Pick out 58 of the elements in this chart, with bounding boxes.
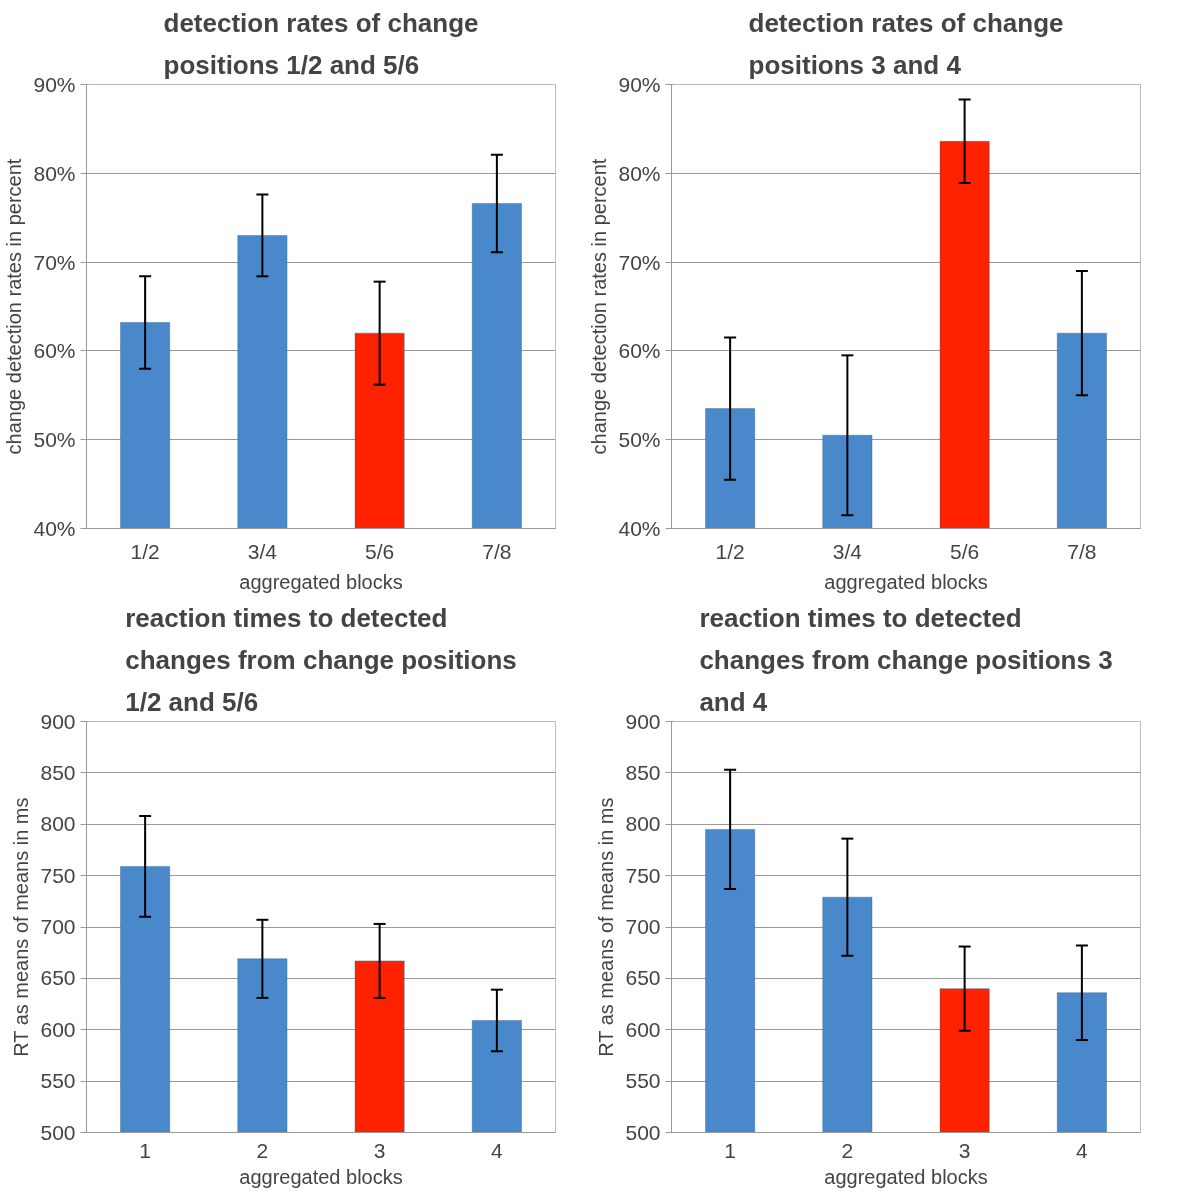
y-tick-label: 80% — [618, 161, 661, 185]
x-tick-label: 3 — [373, 1138, 386, 1162]
y-tick-label: 900 — [40, 709, 76, 733]
chart-title: reaction times to detected changes from change positions 3 and 4 — [699, 602, 1113, 717]
y-tick-label: 40% — [33, 517, 76, 540]
y-axis-title: change detection rates in percent — [3, 158, 26, 455]
chart-title: detection rates of change positions 1/2 and 5/6 — [163, 7, 479, 80]
x-tick-label: 1 — [724, 1138, 736, 1162]
x-tick-label: 2 — [256, 1138, 269, 1162]
y-tick-label: 550 — [625, 1069, 661, 1093]
x-tick-label: 2 — [841, 1138, 854, 1162]
x-tick-label: 1/2 — [130, 539, 160, 563]
y-tick-label: 70% — [618, 250, 661, 274]
y-tick-label: 650 — [40, 966, 76, 990]
x-tick-label: 3/4 — [832, 539, 863, 563]
y-axis-title: change detection rates in percent — [588, 158, 611, 455]
x-tick-label: 5/6 — [950, 539, 980, 563]
y-axis-title: RT as means of means in ms — [595, 797, 618, 1057]
y-tick-label: 900 — [625, 709, 661, 733]
y-tick-label: 850 — [40, 760, 76, 784]
y-tick-label: 700 — [625, 915, 661, 938]
y-tick-label: 90% — [618, 73, 661, 96]
y-tick-label: 70% — [33, 250, 76, 274]
y-tick-label: 750 — [40, 863, 76, 887]
y-tick-label: 650 — [625, 966, 661, 990]
y-axis-title: RT as means of means in ms — [10, 797, 33, 1057]
x-tick-label: 5/6 — [365, 539, 395, 563]
y-tick-label: 50% — [33, 428, 76, 452]
y-tick-label: 60% — [33, 339, 76, 363]
y-tick-label: 600 — [625, 1017, 661, 1041]
y-tick-label: 500 — [40, 1120, 76, 1144]
y-tick-label: 750 — [625, 863, 661, 887]
chart-title: reaction times to detected changes from change positions 1/2 and 5/6 — [125, 602, 517, 717]
y-tick-label: 600 — [40, 1017, 76, 1041]
y-tick-label: 40% — [618, 517, 661, 540]
y-tick-label: 850 — [625, 760, 661, 784]
x-tick-label: 7/8 — [482, 539, 512, 563]
chart-title: detection rates of change positions 3 and 4 — [748, 7, 1064, 80]
y-tick-label: 700 — [40, 915, 76, 938]
y-tick-label: 60% — [618, 339, 661, 363]
y-tick-label: 50% — [618, 428, 661, 452]
x-tick-label: 7/8 — [1067, 539, 1097, 563]
x-tick-label: 1/2 — [715, 539, 745, 563]
x-axis-title: aggregated blocks — [239, 570, 403, 593]
x-axis-title: aggregated blocks — [824, 570, 988, 593]
x-tick-label: 3 — [958, 1138, 971, 1162]
x-tick-label: 4 — [1076, 1138, 1089, 1162]
y-tick-label: 80% — [33, 161, 76, 185]
y-tick-label: 90% — [33, 73, 76, 96]
y-tick-label: 500 — [625, 1120, 661, 1144]
x-tick-label: 3/4 — [247, 539, 278, 563]
x-axis-title: aggregated blocks — [239, 1165, 403, 1188]
x-axis-title: aggregated blocks — [824, 1165, 988, 1188]
x-tick-label: 1 — [139, 1138, 151, 1162]
x-tick-label: 4 — [491, 1138, 504, 1162]
y-tick-label: 800 — [625, 812, 661, 836]
y-tick-label: 550 — [40, 1069, 76, 1093]
y-tick-label: 800 — [40, 812, 76, 836]
